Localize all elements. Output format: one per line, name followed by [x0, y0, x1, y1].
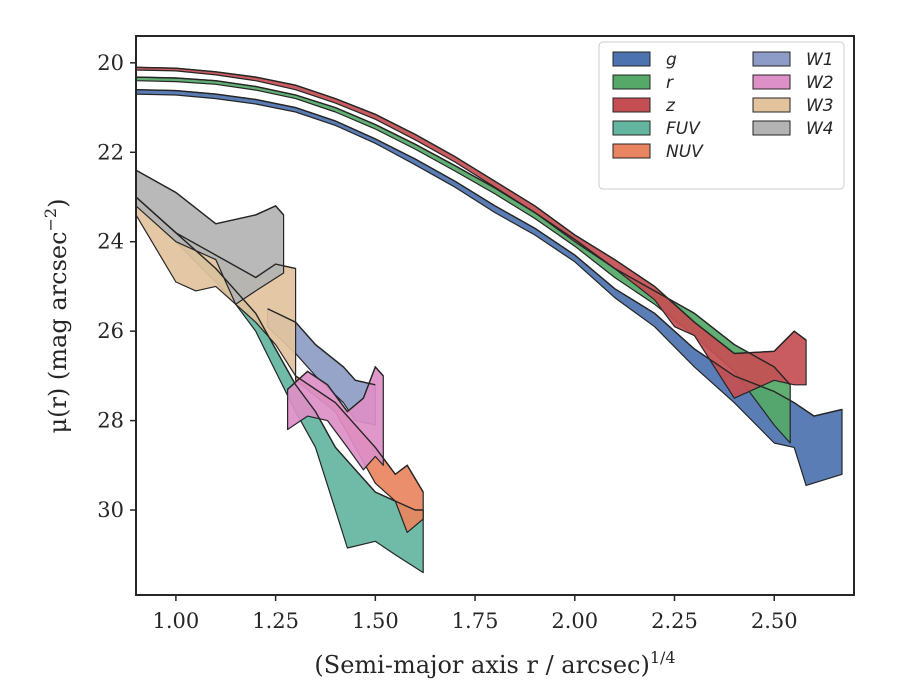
edge-g — [135, 89, 843, 417]
edge-nuv — [295, 375, 424, 493]
x-tick-label: 2.00 — [551, 609, 598, 633]
y-tick-label: 30 — [97, 498, 124, 522]
legend-swatch-w3 — [752, 97, 791, 113]
edge-z — [135, 66, 807, 355]
x-tick-label: 1.00 — [153, 609, 200, 633]
x-axis-ticks: 1.00 1.25 1.50 1.75 2.00 2.25 2.50 — [153, 595, 798, 633]
legend-swatch-w1 — [752, 51, 791, 67]
legend-swatch-g — [612, 51, 651, 67]
edge-w1 — [267, 308, 376, 386]
legend-swatch-nuv — [612, 143, 651, 159]
x-axis-label-exponent: 1/4 — [650, 648, 676, 667]
x-tick-label: 2.50 — [751, 609, 798, 633]
series-fills — [135, 66, 843, 574]
legend: grz FUV NUV W1 W2 W3 W4 — [598, 41, 845, 190]
legend-swatch-w2 — [752, 74, 791, 90]
legend-label-nuv: NUV — [666, 142, 704, 162]
legend-swatch-fuv — [612, 120, 651, 136]
legend-label-fuv: FUV — [666, 119, 701, 139]
legend-label-w2: W2 — [806, 73, 834, 93]
x-axis-label-prefix: (Semi-major axis r / arcsec) — [314, 651, 649, 679]
series-outlines — [135, 66, 843, 511]
y-axis-ticks: 20 22 24 26 28 30 — [97, 51, 136, 522]
edge-fuv — [135, 196, 424, 511]
x-axis-label: (Semi-major axis r / arcsec)1/4 — [314, 648, 675, 679]
legend-label-r: r — [666, 73, 674, 93]
legend-label-w4: W4 — [806, 119, 834, 139]
legend-label-z: z — [665, 96, 676, 116]
legend-label-w3: W3 — [806, 96, 834, 116]
edge-r — [135, 76, 791, 386]
y-tick-label: 24 — [97, 230, 124, 254]
y-axis-label: μ(r) (mag arcsec−2) — [41, 199, 72, 434]
edge-w4 — [135, 169, 285, 225]
legend-label-g: g — [666, 50, 677, 70]
y-axis-label-exponent: −2 — [41, 208, 60, 232]
x-tick-label: 1.25 — [252, 609, 299, 633]
y-axis-label-close: ) — [44, 199, 72, 208]
x-tick-label: 1.50 — [352, 609, 399, 633]
legend-swatch-r — [612, 74, 651, 90]
legend-swatch-w4 — [752, 120, 791, 136]
edge-w3 — [135, 196, 296, 279]
edge-w2 — [287, 365, 384, 413]
y-tick-label: 28 — [97, 409, 124, 433]
y-tick-label: 22 — [97, 140, 124, 164]
y-tick-label: 20 — [97, 51, 124, 75]
y-axis-label-main: μ(r) (mag arcsec — [44, 231, 72, 433]
legend-swatch-z — [612, 97, 651, 113]
x-tick-label: 1.75 — [452, 609, 499, 633]
y-tick-label: 26 — [97, 319, 124, 343]
x-tick-label: 2.25 — [651, 609, 698, 633]
legend-label-w1: W1 — [806, 50, 834, 70]
plot-frame — [135, 35, 855, 596]
